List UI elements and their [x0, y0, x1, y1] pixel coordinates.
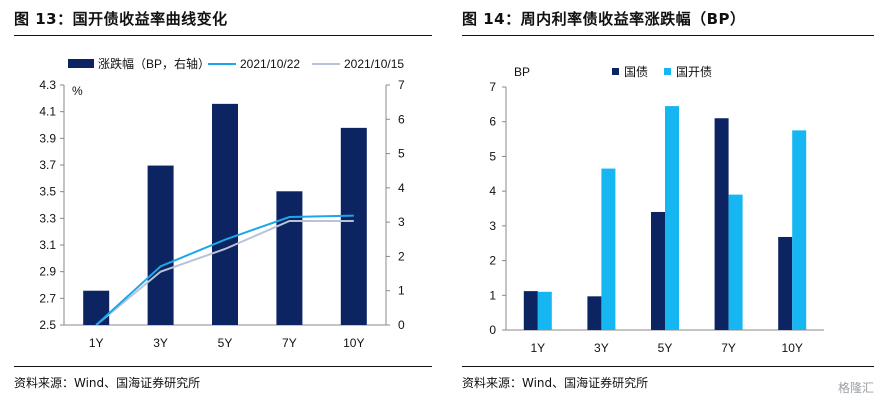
- left-chart: 涨跌幅（BP，右轴） 2021/10/22 2021/10/15% 2.5 2.7 2.9…: [39, 56, 405, 350]
- bar-treasury: [714, 118, 729, 330]
- bar-bp-change: [212, 103, 238, 325]
- right-title-rule: [462, 35, 874, 36]
- bar-bp-change: [83, 290, 110, 325]
- bar-cdb: [601, 168, 616, 330]
- x-tick-label: 7Y: [721, 341, 736, 355]
- left-chart-title: 图 13：国开债收益率曲线变化: [14, 10, 228, 28]
- x-tick-label: 1Y: [89, 336, 104, 350]
- legend-swatch-treasury: [612, 68, 619, 75]
- right-y-tick-label: 7: [398, 78, 405, 92]
- left-y-tick-label: 3.3: [39, 211, 56, 225]
- legend-swatch-cdb: [664, 68, 671, 75]
- left-y-tick-label: 3.1: [39, 238, 56, 252]
- x-tick-label: 7Y: [282, 336, 297, 350]
- left-y-tick-label: 4.1: [39, 105, 56, 119]
- left-y-tick-label: 3.7: [39, 158, 56, 172]
- y-tick-label: 7: [489, 80, 496, 94]
- right-y-tick-label: 6: [398, 112, 405, 126]
- y-tick-label: 4: [489, 184, 496, 198]
- legend-swatch-bp-change: [68, 59, 94, 68]
- bar-treasury: [651, 211, 665, 330]
- bar-treasury: [587, 296, 602, 330]
- legend-label-20211015: 2021/10/15: [344, 57, 404, 71]
- bar-bp-change: [276, 191, 303, 325]
- right-y-tick-label: 2: [398, 249, 405, 263]
- right-chart-title: 图 14：周内利率债收益率涨跌幅（BP）: [462, 10, 746, 28]
- x-tick-label: 3Y: [153, 336, 168, 350]
- x-tick-label: 3Y: [594, 341, 609, 355]
- right-chart: BP 国债 国开债 0 1 2 3 4 5 6 7 1Y 3Y 5Y 7Y 10Y: [489, 65, 824, 355]
- bar-cdb: [792, 130, 807, 330]
- y-tick-label: 2: [489, 254, 496, 268]
- left-y-tick-label: 4.3: [39, 78, 56, 92]
- y-tick-label: 5: [489, 149, 496, 163]
- bar-bp-change: [147, 165, 174, 325]
- left-title-rule: [14, 35, 432, 36]
- left-source-rule: [14, 366, 432, 367]
- legend-label-cdb: 国开债: [676, 65, 712, 79]
- right-y-tick-label: 1: [398, 284, 405, 298]
- line-20211022: [95, 214, 354, 326]
- line-20211015: [95, 220, 354, 326]
- x-tick-label: 10Y: [782, 341, 803, 355]
- left-y-axis-unit: %: [72, 84, 83, 98]
- right-y-tick-label: 5: [398, 147, 405, 161]
- x-tick-label: 5Y: [658, 341, 673, 355]
- y-tick-label: 0: [489, 323, 496, 337]
- bar-cdb: [728, 194, 743, 330]
- x-tick-label: 1Y: [530, 341, 545, 355]
- legend-label-treasury: 国债: [624, 65, 648, 79]
- x-tick-label: 5Y: [218, 336, 233, 350]
- right-y-tick-label: 4: [398, 181, 405, 195]
- left-source-note: 资料来源：Wind、国海证券研究所: [14, 376, 201, 390]
- x-tick-label: 10Y: [343, 336, 364, 350]
- y-tick-label: 3: [489, 219, 496, 233]
- bar-bp-change: [340, 127, 367, 325]
- bar-treasury: [523, 291, 538, 330]
- y-tick-label: 6: [489, 115, 496, 129]
- right-y-tick-label: 0: [398, 318, 405, 332]
- left-y-tick-label: 3.9: [39, 131, 56, 145]
- legend-label-20211022: 2021/10/22: [240, 57, 300, 71]
- left-y-tick-label: 2.7: [39, 291, 56, 305]
- watermark-logo: 格隆汇: [837, 381, 874, 395]
- left-y-tick-label: 3.5: [39, 185, 56, 199]
- legend-label-bp-change: 涨跌幅（BP，右轴）: [98, 56, 210, 71]
- bar-treasury: [778, 236, 793, 330]
- right-source-note: 资料来源：Wind、国海证券研究所: [462, 376, 649, 390]
- left-y-tick-label: 2.5: [39, 318, 56, 332]
- y-tick-label: 1: [489, 288, 496, 302]
- bar-cdb: [665, 106, 679, 330]
- bar-cdb: [537, 291, 552, 330]
- y-axis-unit: BP: [514, 65, 530, 79]
- right-y-tick-label: 3: [398, 215, 405, 229]
- right-source-rule: [462, 366, 874, 367]
- left-y-tick-label: 2.9: [39, 265, 56, 279]
